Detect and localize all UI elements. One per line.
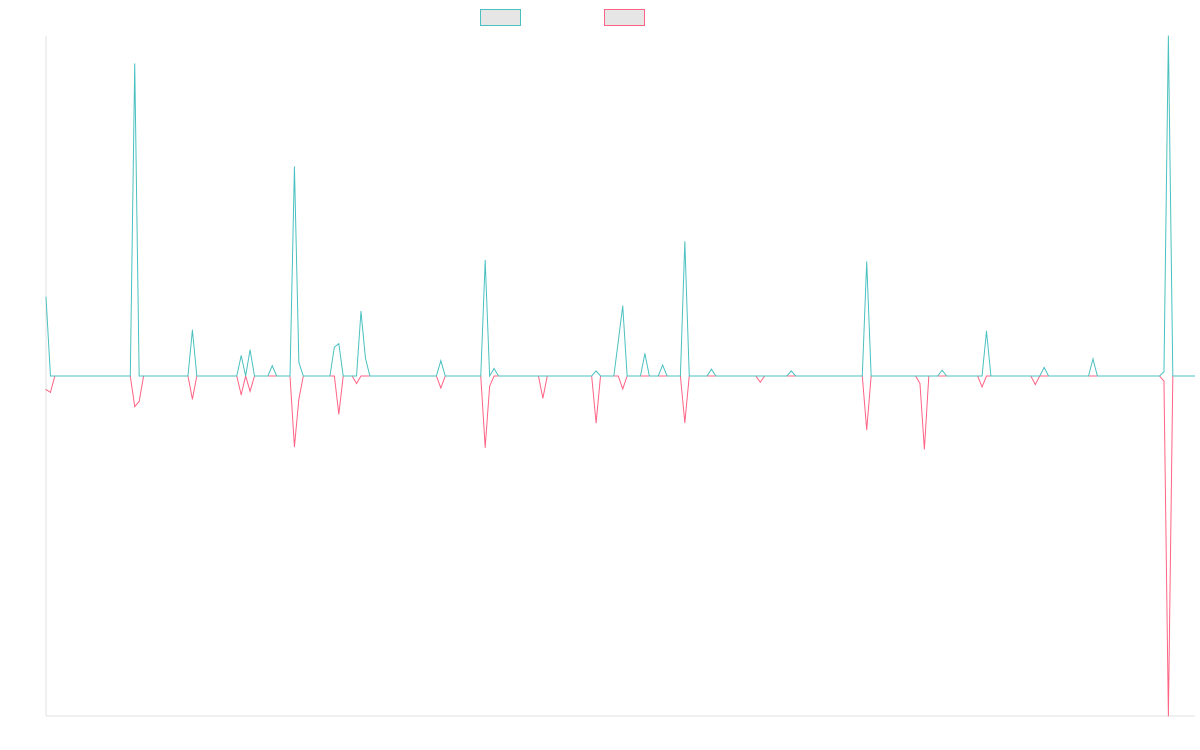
- series-2-point-11: [240, 394, 242, 396]
- series-2-point-26: [440, 387, 442, 389]
- series-2-point-55: [981, 386, 983, 388]
- series-2-point-61: [1163, 380, 1165, 382]
- series-1-point-37: [595, 370, 597, 372]
- series-2-point-4: [134, 406, 136, 408]
- series-2-point-29: [484, 446, 486, 448]
- series-2-point-62: [1167, 715, 1169, 717]
- series-2-point-1: [49, 391, 51, 393]
- series-1-point-74: [1163, 371, 1165, 373]
- series-1-point-34: [493, 368, 495, 370]
- series-2-point-0: [45, 389, 47, 391]
- series-2-point-17: [298, 398, 300, 400]
- series-1-point-29: [440, 360, 442, 362]
- series-1-point-25: [360, 310, 362, 312]
- series-1-point-3: [134, 63, 136, 65]
- series-1-point-47: [662, 364, 664, 366]
- legend-swatch-2: [604, 9, 645, 26]
- series-1-point-9: [240, 355, 242, 357]
- series-2-point-16: [293, 446, 295, 448]
- series-2-point-33: [542, 397, 544, 399]
- series-2-point-8: [191, 398, 193, 400]
- series-1-point-62: [941, 369, 943, 371]
- series-1-point-14: [271, 365, 273, 367]
- series-2-point-13: [249, 390, 251, 392]
- series-1-point-32: [484, 259, 486, 261]
- series-2-point-58: [1034, 384, 1036, 385]
- series-1-point-68: [1043, 367, 1045, 368]
- legend-swatch-1: [480, 9, 521, 26]
- series-1-point-41: [622, 305, 624, 307]
- series-2-point-39: [622, 388, 624, 390]
- series-1-point-59: [866, 261, 868, 263]
- series-1-point-40: [617, 340, 619, 342]
- series-2-point-30: [489, 385, 491, 387]
- series-2-point-52: [923, 448, 925, 450]
- series-1-point-75: [1167, 35, 1169, 37]
- series-line-2: [45, 374, 1195, 717]
- series-2-point-36: [595, 422, 597, 424]
- series-1-point-50: [684, 241, 686, 243]
- series-2-point-45: [759, 381, 761, 383]
- series-2-point-5: [138, 401, 140, 402]
- series-1-point-53: [710, 368, 712, 370]
- series-2-point-48: [866, 429, 868, 431]
- series-1-point-0: [45, 296, 47, 298]
- series-2-point-42: [684, 422, 686, 424]
- series-2-point-20: [338, 413, 340, 415]
- series-2-point-23: [356, 382, 358, 384]
- series-2-point-51: [919, 382, 921, 384]
- series-1-point-26: [364, 357, 366, 359]
- series-1-point-17: [293, 166, 295, 168]
- series-1-point-11: [249, 349, 251, 351]
- series-1-point-71: [1092, 358, 1094, 360]
- series-1-point-6: [191, 329, 193, 331]
- series-line-1: [45, 35, 1195, 378]
- series-1-point-65: [985, 330, 987, 332]
- series-1-point-18: [298, 361, 300, 363]
- series-1-point-56: [790, 370, 792, 372]
- series-1-point-21: [333, 346, 335, 348]
- series-1-point-44: [644, 353, 646, 355]
- series-1-point-22: [338, 343, 340, 345]
